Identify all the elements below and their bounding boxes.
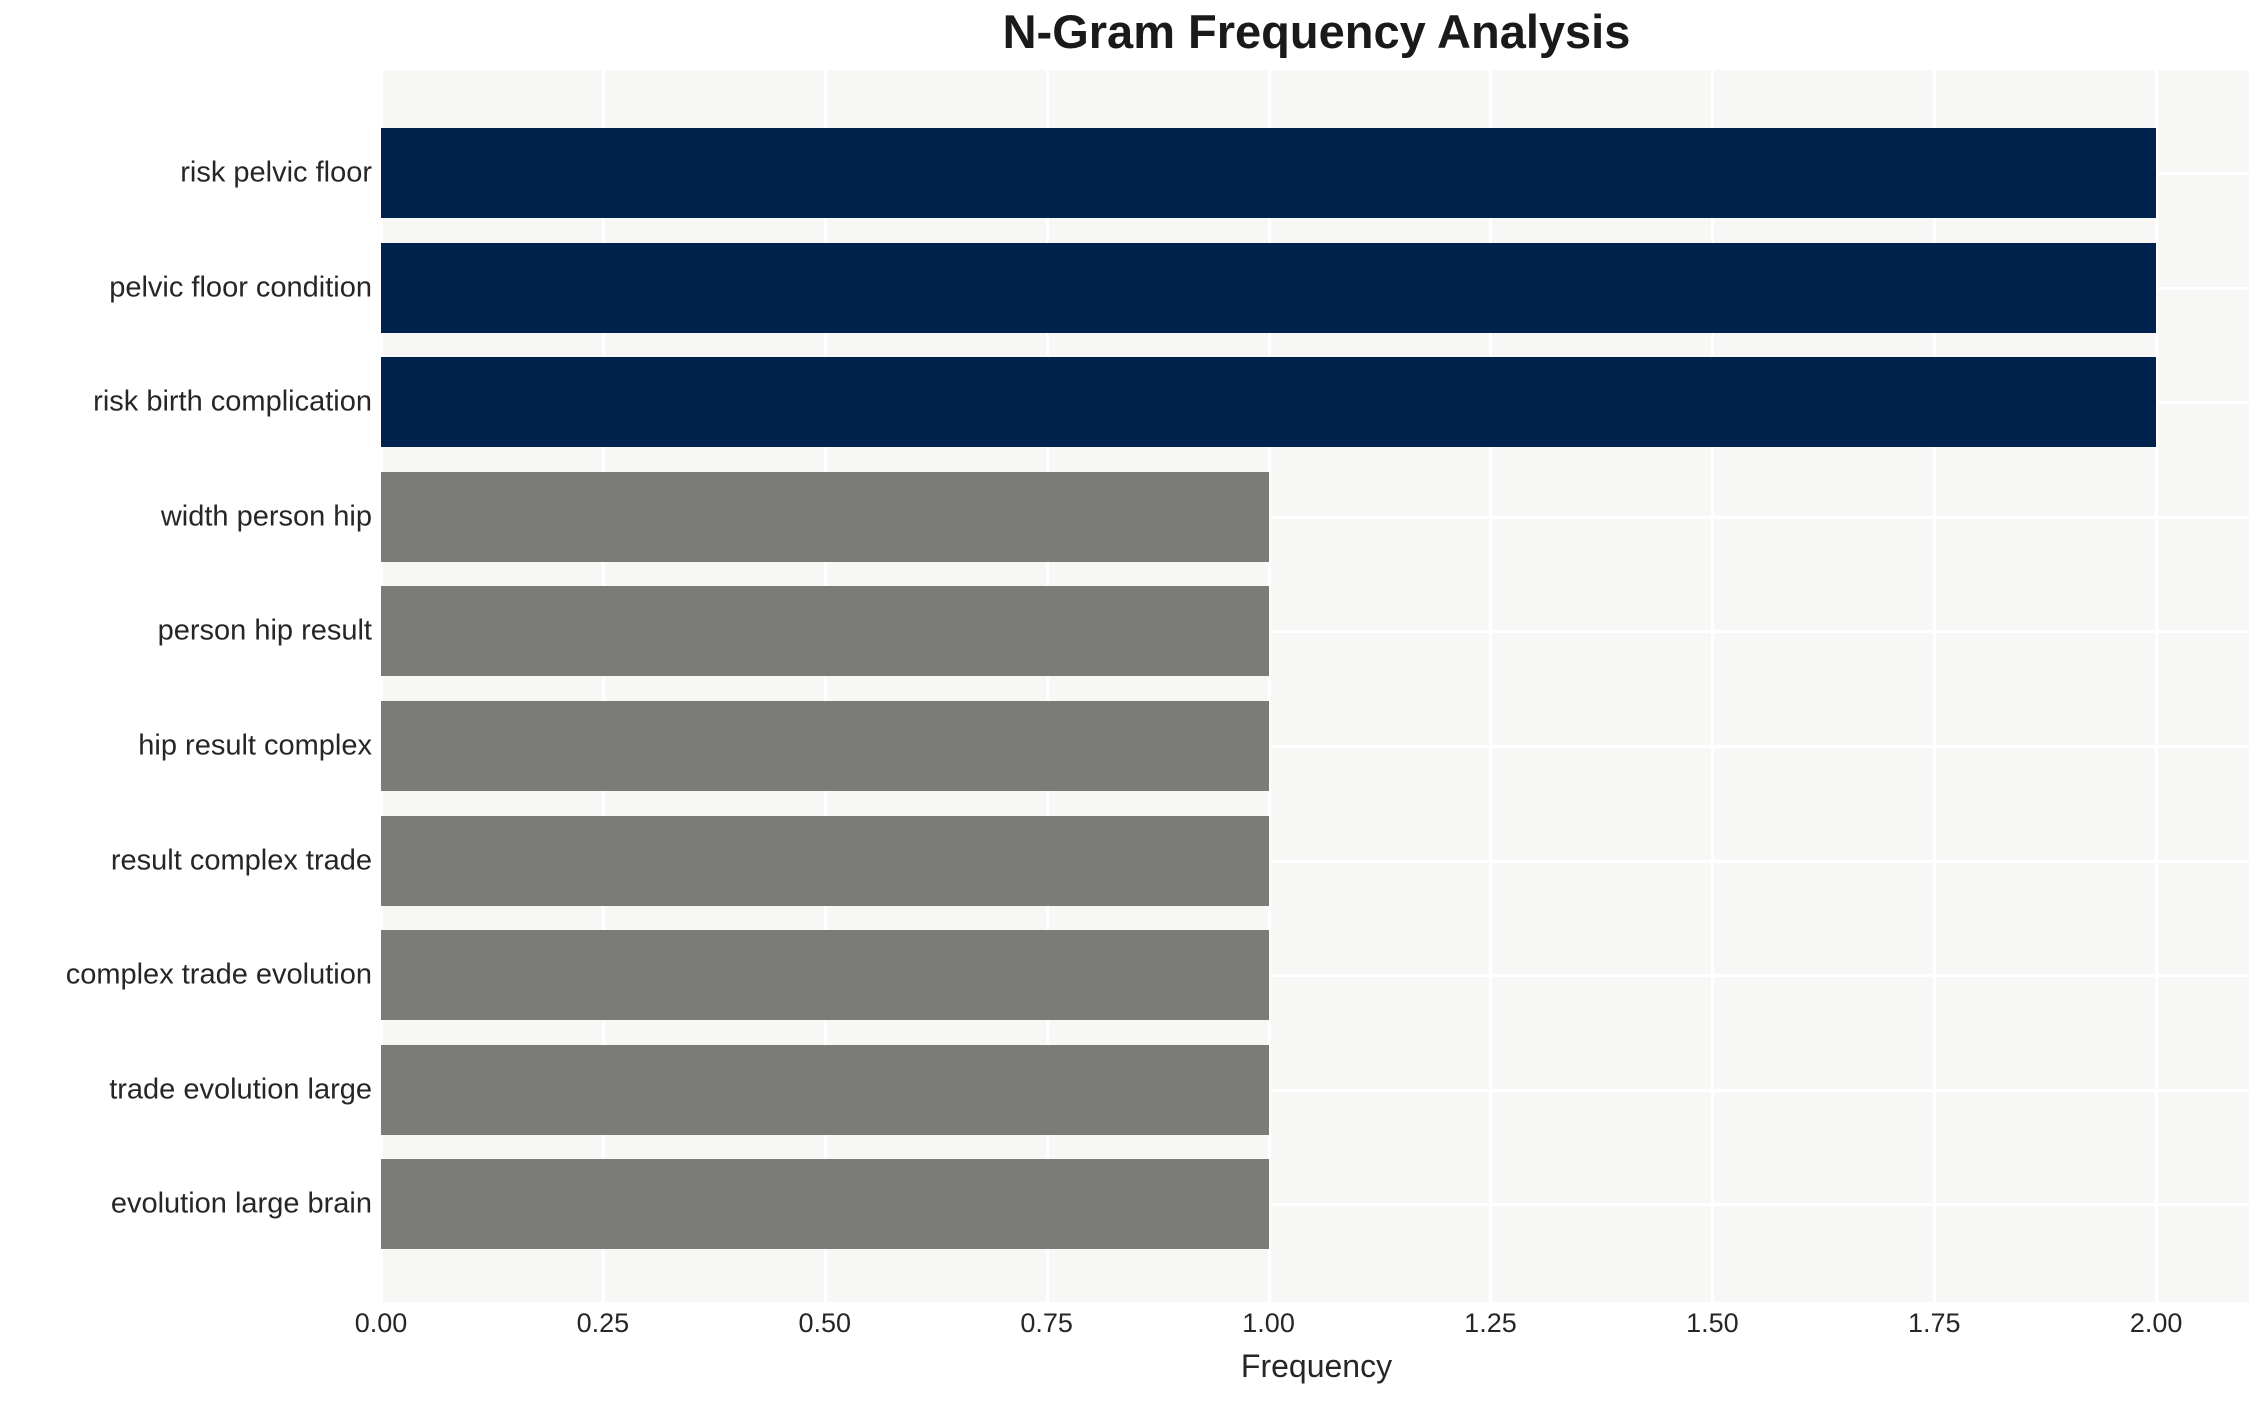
y-tick-label: evolution large brain <box>110 1187 372 1220</box>
x-tick-label: 0.75 <box>1020 1308 1073 1338</box>
x-gridline <box>1933 70 1937 1302</box>
y-gridline <box>381 974 2252 978</box>
y-gridline <box>381 630 2252 634</box>
x-tick-label: 1.00 <box>1242 1308 1295 1338</box>
plot-area <box>380 70 2252 1302</box>
bar <box>381 128 2157 218</box>
y-gridline <box>381 515 2252 519</box>
x-tick-label: 1.25 <box>1464 1308 1517 1338</box>
x-gridline <box>823 70 827 1302</box>
bar <box>381 1044 1269 1135</box>
x-tick-label: 0.00 <box>354 1308 408 1338</box>
x-tick-label: 0.25 <box>576 1308 630 1338</box>
y-gridline <box>381 1203 2252 1207</box>
bar <box>381 815 1269 906</box>
x-tick-label: 2.00 <box>2129 1308 2183 1338</box>
bar <box>381 1159 1269 1250</box>
y-tick-label: person hip result <box>157 614 372 647</box>
bar <box>381 471 1269 562</box>
chart-title: N-Gram Frequency Analysis <box>1002 5 1631 58</box>
x-gridline <box>2155 70 2159 1302</box>
y-tick-label: risk pelvic floor <box>180 156 372 189</box>
x-tick-label: 1.75 <box>1907 1308 1961 1338</box>
x-gridline <box>380 70 383 1302</box>
y-gridline <box>381 1088 2252 1092</box>
x-tick-label: 1.50 <box>1686 1308 1739 1338</box>
x-axis-ticks: 0.00 0.25 0.50 0.75 1.00 1.25 1.50 1.75 2.00 <box>355 1308 2252 1344</box>
x-tick-label: 0.50 <box>798 1308 852 1338</box>
right-spine <box>2249 70 2252 1302</box>
x-axis-title: Frequency <box>1240 1348 1393 1384</box>
y-tick-label: pelvic floor condition <box>109 271 372 304</box>
y-tick-label: hip result complex <box>138 729 372 762</box>
x-gridline <box>1489 70 1493 1302</box>
x-gridline <box>601 70 605 1302</box>
bar <box>381 357 2157 448</box>
x-gridline <box>1711 70 1715 1302</box>
bar <box>381 930 1269 1021</box>
y-tick-label: trade evolution large <box>109 1073 372 1106</box>
bar <box>381 701 1269 791</box>
y-tick-label: width person hip <box>160 500 372 533</box>
x-gridline <box>1045 70 1049 1302</box>
bar <box>381 586 1269 677</box>
bar <box>381 242 2157 333</box>
x-gridline <box>1267 70 1271 1302</box>
y-tick-label: complex trade evolution <box>65 958 372 991</box>
y-tick-label: result complex trade <box>110 844 372 877</box>
y-gridline <box>381 745 2252 748</box>
y-tick-label: risk birth complication <box>93 385 372 418</box>
y-gridline <box>381 859 2252 863</box>
